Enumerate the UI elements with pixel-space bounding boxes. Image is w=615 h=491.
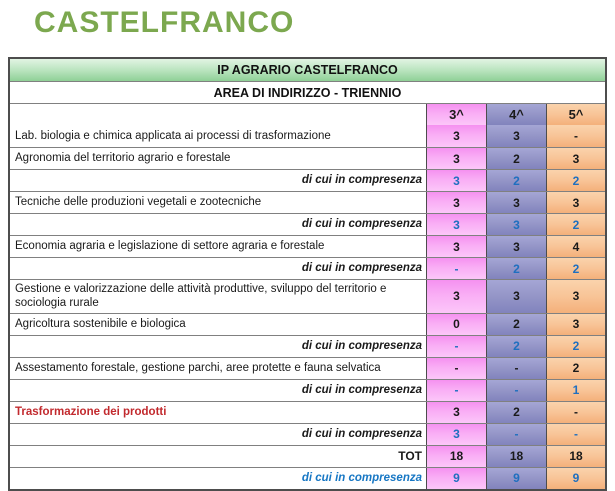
table-row: Trasformazione dei prodotti 3 2- xyxy=(10,400,605,423)
cell-value: 1 xyxy=(546,379,605,401)
table-row: di cui in compresenza -2 2 xyxy=(10,334,605,357)
table-row: di cui in compresenza 9 9 9 xyxy=(10,466,605,489)
cell-value: 3 xyxy=(426,401,486,423)
row-label: di cui in compresenza xyxy=(301,174,422,187)
cell-value: 3 xyxy=(486,125,546,147)
table-subtitle: AREA DI INDIRIZZO - TRIENNIO xyxy=(10,81,605,103)
cell-value: 3 xyxy=(426,214,486,235)
table-row: Tecniche delle produzioni vegetali e zoo… xyxy=(10,191,605,213)
row-label: di cui in compresenza xyxy=(301,472,422,485)
row-label: Trasformazione dei prodotti xyxy=(15,406,167,419)
cell-value: 3 xyxy=(546,192,605,213)
table-row: di cui in compresenza -2 2 xyxy=(10,257,605,279)
cell-value: - xyxy=(486,357,546,379)
cell-value: - xyxy=(546,401,605,423)
column-header-row: 3^ 4^ 5^ xyxy=(10,103,605,125)
cell-value: 3 xyxy=(426,170,486,191)
cell-value: 3 xyxy=(546,148,605,169)
cell-value: 18 xyxy=(546,445,605,467)
table-row: di cui in compresenza 3 2 2 xyxy=(10,169,605,191)
cell-value: 3 xyxy=(486,214,546,235)
table-row: Assestamento forestale, gestione parchi,… xyxy=(10,356,605,379)
row-label: di cui in compresenza xyxy=(301,262,422,275)
cell-value: 3 xyxy=(426,192,486,213)
column-header-3: 3^ xyxy=(426,104,486,125)
cell-value: 4 xyxy=(546,236,605,257)
table-row: Lab. biologia e chimica applicata ai pro… xyxy=(10,125,605,147)
cell-value: 3 xyxy=(426,423,486,445)
row-label: Agronomia del territorio agrario e fores… xyxy=(15,152,231,165)
table-row: di cui in compresenza 3 3 2 xyxy=(10,213,605,235)
table-row: di cui in compresenza 3- - xyxy=(10,422,605,445)
table-row: Gestione e valorizzazione delle attività… xyxy=(10,279,605,313)
table-row: TOT 18 18 18 xyxy=(10,444,605,467)
cell-value: 3 xyxy=(426,148,486,169)
cell-value: 2 xyxy=(486,258,546,279)
cell-value: 2 xyxy=(546,214,605,235)
cell-value: 3 xyxy=(546,280,605,313)
cell-value: 2 xyxy=(486,170,546,191)
table-body: Lab. biologia e chimica applicata ai pro… xyxy=(10,125,605,489)
cell-value: - xyxy=(546,423,605,445)
cell-value: 3 xyxy=(486,192,546,213)
cell-value: - xyxy=(426,357,486,379)
table-subtitle-text: AREA DI INDIRIZZO - TRIENNIO xyxy=(213,85,402,100)
table-title-text: IP AGRARIO CASTELFRANCO xyxy=(217,63,398,77)
cell-value: 2 xyxy=(486,148,546,169)
cell-value: 9 xyxy=(546,467,605,489)
row-label: di cui in compresenza xyxy=(301,218,422,231)
cell-value: 2 xyxy=(546,170,605,191)
cell-value: 3 xyxy=(486,236,546,257)
cell-value: 0 xyxy=(426,313,486,335)
cell-value: 2 xyxy=(486,401,546,423)
cell-value: 3 xyxy=(426,125,486,147)
row-label: Agricoltura sostenibile e biologica xyxy=(15,318,186,331)
table-row: Agronomia del territorio agrario e fores… xyxy=(10,147,605,169)
column-header-empty xyxy=(10,104,426,125)
cell-value: 3 xyxy=(486,280,546,313)
cell-value: 18 xyxy=(426,445,486,467)
row-label: di cui in compresenza xyxy=(301,428,422,441)
cell-value: 9 xyxy=(426,467,486,489)
row-label: Economia agraria e legislazione di setto… xyxy=(15,240,325,253)
table-title: IP AGRARIO CASTELFRANCO xyxy=(10,59,605,81)
row-label: Assestamento forestale, gestione parchi,… xyxy=(15,362,381,375)
table-row: di cui in compresenza - -1 xyxy=(10,378,605,401)
row-label: di cui in compresenza xyxy=(301,340,422,353)
cell-value: - xyxy=(486,379,546,401)
cell-value: 3 xyxy=(426,280,486,313)
cell-value: - xyxy=(426,258,486,279)
table-row: Agricoltura sostenibile e biologica 0 2 3 xyxy=(10,312,605,335)
cell-value: 18 xyxy=(486,445,546,467)
cell-value: 2 xyxy=(486,335,546,357)
row-label: Tecniche delle produzioni vegetali e zoo… xyxy=(15,196,262,209)
row-label: di cui in compresenza xyxy=(301,384,422,397)
cell-value: - xyxy=(426,335,486,357)
cell-value: - xyxy=(486,423,546,445)
page-title-logo: CASTELFRANCO xyxy=(34,6,295,39)
cell-value: 2 xyxy=(546,357,605,379)
row-label: TOT xyxy=(398,448,422,463)
cell-value: 3 xyxy=(546,313,605,335)
cell-value: - xyxy=(546,125,605,147)
cell-value: 9 xyxy=(486,467,546,489)
cell-value: 2 xyxy=(546,258,605,279)
cell-value: 2 xyxy=(486,313,546,335)
column-header-5: 5^ xyxy=(546,104,605,125)
column-header-4: 4^ xyxy=(486,104,546,125)
table-row: Economia agraria e legislazione di setto… xyxy=(10,235,605,257)
curriculum-table: IP AGRARIO CASTELFRANCO AREA DI INDIRIZZ… xyxy=(8,57,607,491)
cell-value: 2 xyxy=(546,335,605,357)
row-label: Lab. biologia e chimica applicata ai pro… xyxy=(15,129,331,142)
cell-value: 3 xyxy=(426,236,486,257)
cell-value: - xyxy=(426,379,486,401)
row-label: Gestione e valorizzazione delle attività… xyxy=(15,283,387,310)
